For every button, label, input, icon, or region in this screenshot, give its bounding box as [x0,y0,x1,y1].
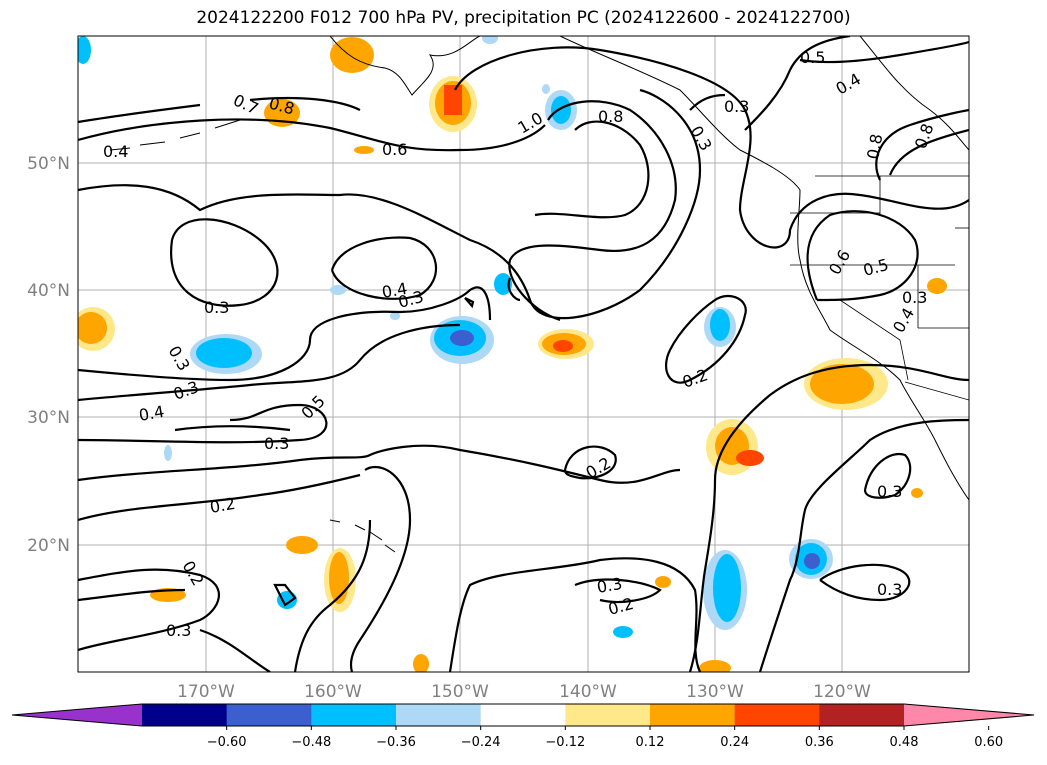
precip-blob [927,278,947,294]
map-title: 2024122200 F012 700 hPa PV, precipitatio… [196,8,851,28]
contour-label: 0.4 [103,142,128,161]
lon-tick-label: 150°W [431,682,489,702]
colorbar-outline [11,703,1035,727]
contour-label: 0.3 [595,574,623,597]
colorbar-tick-label: 0.12 [636,735,665,750]
pv-contours [78,36,969,672]
contour-label: 0.3 [877,580,902,599]
precip-blob [804,553,820,569]
precip-blob [164,445,172,461]
precip-blob [354,146,374,154]
precip-blob [699,660,731,672]
precip-blob [413,654,429,672]
precip-blob [390,312,400,320]
colorbar-segment [311,704,397,726]
precip-blob [911,488,923,498]
contour-label: 0.3 [166,621,191,640]
contour-label: 0.3 [724,97,749,116]
precip-blob [551,96,571,124]
lon-tick-labels: 170°W 160°W 150°W 140°W 130°W 120°W [177,682,871,702]
lat-tick-label: 30°N [27,408,70,428]
colorbar-tick-label: −0.48 [291,735,331,750]
lon-tick-label: 170°W [177,682,235,702]
lon-tick-label: 140°W [559,682,617,702]
colorbar-tick-label: 0.36 [805,735,834,750]
precip-blob [196,338,252,368]
colorbar-tick-label: −0.24 [461,735,501,750]
colorbar-tick-label: −0.60 [207,735,247,750]
precip-blobs [78,36,947,672]
colorbar-segment [734,704,820,726]
lat-tick-label: 40°N [27,281,70,301]
contour-label: 0.4 [137,402,165,425]
lat-tick-label: 50°N [27,154,70,174]
contour-label: 0.3 [264,434,289,453]
contour-label: 0.6 [382,140,407,159]
contour-label: 0.8 [863,132,886,160]
lat-tick-labels: 50°N 40°N 30°N 20°N [27,154,70,556]
precip-blob [710,309,730,341]
precip-blob [286,536,318,554]
colorbar-segment [819,704,905,726]
colorbar-tick-label: −0.12 [545,735,585,750]
colorbar-segment [226,704,312,726]
lon-tick-label: 120°W [813,682,871,702]
colorbar-segment [650,704,736,726]
precip-blob [330,285,346,295]
precip-blob [553,340,573,352]
precip-blob [655,576,671,588]
map-border [77,35,970,673]
colorbar-tick-label: 0.60 [974,735,1003,750]
colorbar-tick-label: −0.36 [376,735,416,750]
precip-blob [713,554,741,622]
contour-label: 0.3 [877,482,902,501]
contour-label: 0.5 [800,48,825,67]
precip-blob [482,36,498,44]
precip-blob [450,330,474,346]
colorbar-segment [480,704,566,726]
lon-tick-label: 130°W [686,682,744,702]
precip-blob [542,84,550,94]
colorbar-extend-low [12,704,142,726]
colorbar: −0.60 −0.48 −0.36 −0.24 −0.12 0.12 0.24 0.36 0.4… [11,703,1035,750]
colorbar-extend-high [904,704,1034,726]
precip-blob [736,450,764,466]
colorbar-segment [396,704,482,726]
precip-blob [78,312,107,344]
contour-label: 0.3 [902,288,927,307]
precip-blob [613,626,633,638]
contour-label: 0.2 [208,494,236,517]
colorbar-segment [565,704,651,726]
precip-blob [330,37,374,73]
colorbar-tick-label: 0.48 [890,735,919,750]
coastlines [109,36,969,553]
precip-blob [494,273,512,295]
contour-label: 0.4 [380,279,408,302]
precip-blob [444,85,462,115]
lon-tick-label: 160°W [304,682,362,702]
colorbar-segment [142,704,228,726]
contour-label: 0.3 [204,298,229,317]
precip-blob [78,36,91,64]
contour-label: 0.8 [598,107,623,126]
precip-blob [810,364,874,404]
lat-tick-label: 20°N [27,536,70,556]
colorbar-tick-label: 0.24 [720,735,749,750]
